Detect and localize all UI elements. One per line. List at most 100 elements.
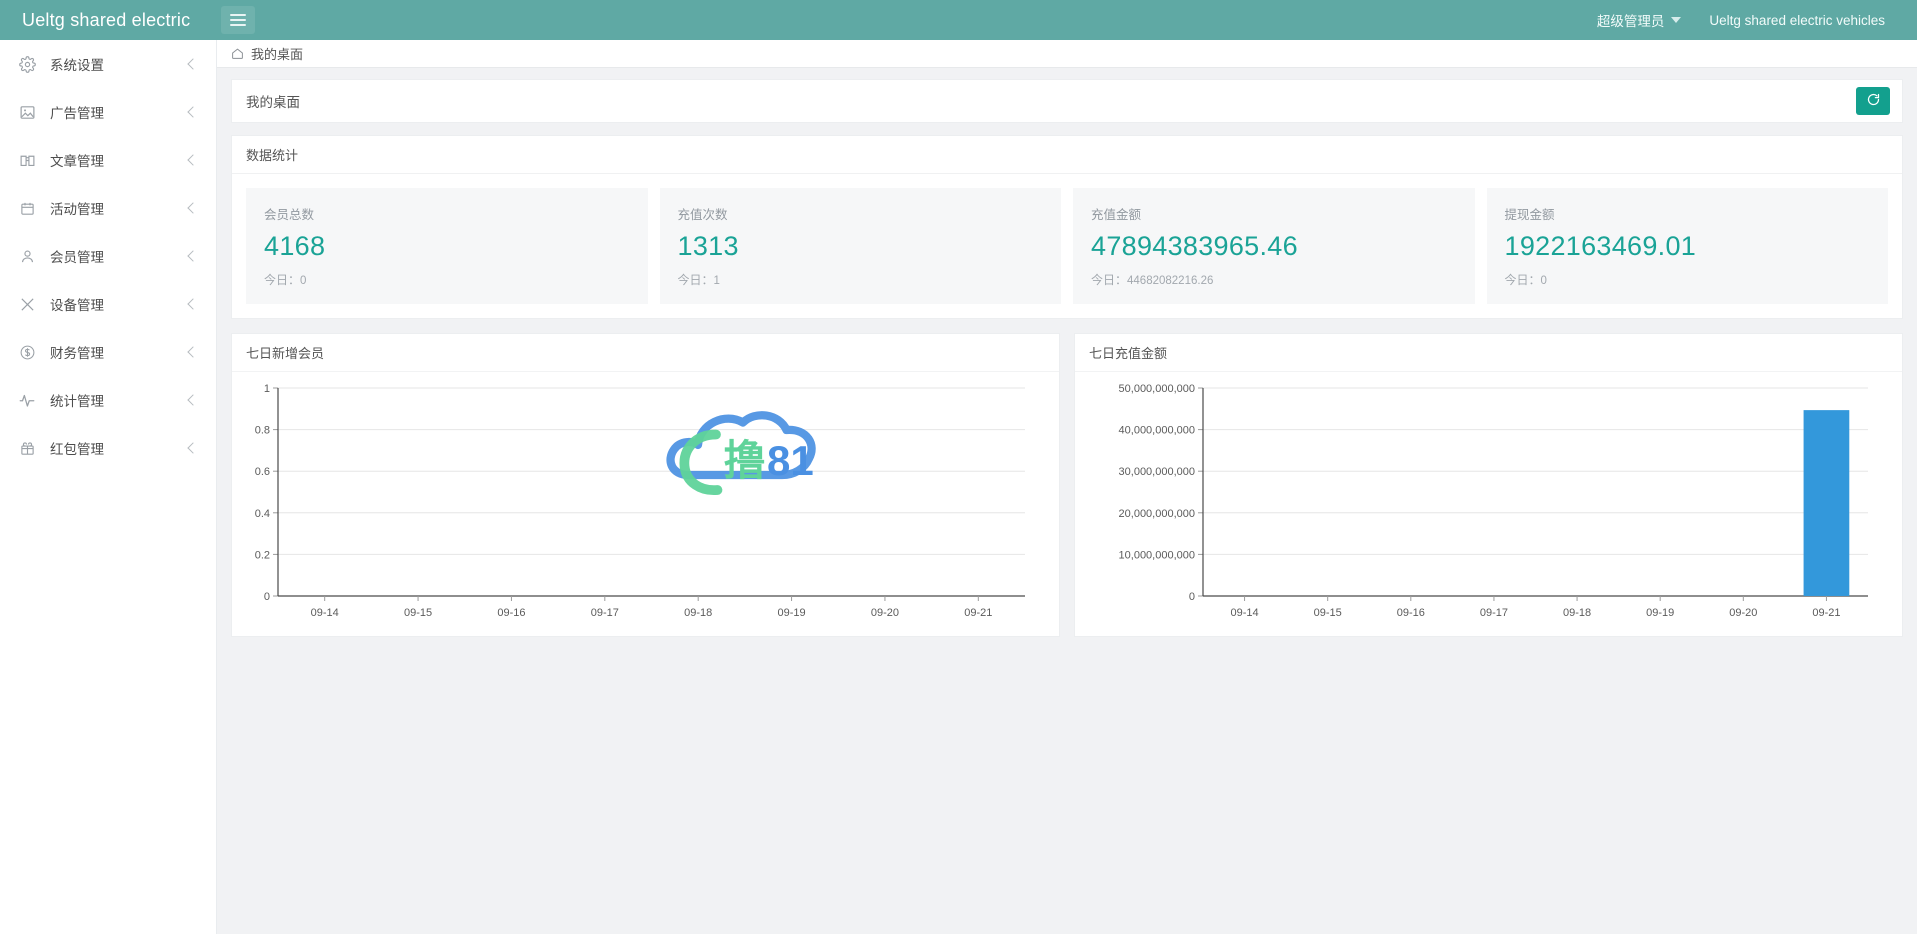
sidebar-item-label: 文章管理 <box>50 154 104 169</box>
svg-text:09-15: 09-15 <box>404 607 432 619</box>
breadcrumb: 我的桌面 <box>217 40 1917 68</box>
stat-value: 1922163469.01 <box>1504 231 1697 261</box>
today-prefix: 今日： <box>1091 273 1128 288</box>
today-prefix: 今日： <box>1504 273 1541 288</box>
svg-text:09-16: 09-16 <box>1397 607 1425 619</box>
sidebar-item-finance-management[interactable]: 财务管理 <box>0 328 216 376</box>
chart-plot-new-members[interactable]: 0 0.2 0.4 0.6 0.8 1 09-14 09-15 09-16 09-17 09-18 0… <box>232 372 1059 636</box>
bar-chart-svg: 0 10,000,000,000 20,000,000,000 30,000,000,… <box>1119 383 1868 619</box>
svg-text:10,000,000,000: 10,000,000,000 <box>1119 549 1195 561</box>
stats-panel-title: 数据统计 <box>232 136 1902 174</box>
chart-card-new-members: 七日新增会员 0 0.2 0.4 0.6 0.8 1 09-14 09-15 09-16 09-1… <box>231 333 1060 638</box>
stats-card-row: 会员总数 4168 今日：0 充值次数 1313 今日：1 充值金额 47894… <box>232 174 1902 318</box>
svg-text:09-17: 09-17 <box>591 607 619 619</box>
chart-title: 七日充值金额 <box>1075 334 1902 373</box>
stats-panel: 数据统计 会员总数 4168 今日：0 充值次数 1313 今日：1 充值金额 … <box>231 135 1903 320</box>
svg-text:09-19: 09-19 <box>777 607 805 619</box>
stat-label: 充值次数 <box>677 208 728 222</box>
sidebar-item-system-settings[interactable]: 系统设置 <box>0 40 216 88</box>
calendar-icon <box>16 197 38 219</box>
sidebar-item-label: 活动管理 <box>50 202 104 217</box>
refresh-icon <box>1866 92 1881 110</box>
svg-text:09-18: 09-18 <box>1563 607 1591 619</box>
main-content: 我的桌面 我的桌面 数据统计 会员总数 4168 今日：0 充值次数 1313 <box>217 40 1917 934</box>
svg-text:20,000,000,000: 20,000,000,000 <box>1119 508 1195 520</box>
sidebar-item-device-management[interactable]: 设备管理 <box>0 280 216 328</box>
stat-card-withdraw-amount: 提现金额 1922163469.01 今日：0 <box>1486 188 1888 305</box>
svg-text:09-20: 09-20 <box>1729 607 1757 619</box>
page-title: 我的桌面 <box>246 95 300 110</box>
home-icon <box>231 47 244 60</box>
sidebar-item-statistics-management[interactable]: 统计管理 <box>0 376 216 424</box>
stat-value: 4168 <box>264 231 326 261</box>
svg-text:09-14: 09-14 <box>1230 607 1258 619</box>
user-menu-label: 超级管理员 <box>1596 14 1665 29</box>
svg-text:40,000,000,000: 40,000,000,000 <box>1119 425 1195 437</box>
image-icon <box>16 101 38 123</box>
stat-value: 1313 <box>677 231 739 261</box>
stat-today: 今日：44682082216.26 <box>1091 271 1457 288</box>
chevron-left-icon <box>186 202 198 214</box>
hamburger-line <box>230 14 246 16</box>
svg-text:09-16: 09-16 <box>497 607 525 619</box>
today-value: 0 <box>300 275 307 288</box>
stat-label: 提现金额 <box>1504 208 1555 222</box>
sidebar-item-label: 系统设置 <box>50 58 104 73</box>
top-header-right: 超级管理员 Ueltg shared electric vehicles <box>1583 0 1917 40</box>
sidebar-item-member-management[interactable]: 会员管理 <box>0 232 216 280</box>
sidebar-item-label: 设备管理 <box>50 298 104 313</box>
chevron-left-icon <box>186 442 198 454</box>
chevron-left-icon <box>186 154 198 166</box>
today-value: 44682082216.26 <box>1127 275 1214 288</box>
hamburger-line <box>230 19 246 21</box>
svg-text:50,000,000,000: 50,000,000,000 <box>1119 383 1195 395</box>
sidebar-nav: 系统设置 广告管理 文章管理 活动 <box>0 40 217 934</box>
stat-today: 今日：0 <box>264 271 630 288</box>
chevron-left-icon <box>186 58 198 70</box>
sidebar-item-label: 财务管理 <box>50 346 104 361</box>
chevron-left-icon <box>186 250 198 262</box>
user-icon <box>16 245 38 267</box>
chart-card-recharge-amount: 七日充值金额 0 10,000,000,000 20,000,000,000 30,0… <box>1074 333 1903 638</box>
chart-title: 七日新增会员 <box>232 334 1059 373</box>
site-name-label: Ueltg shared electric vehicles <box>1709 12 1885 28</box>
dollar-circle-icon <box>16 341 38 363</box>
sidebar-item-article-management[interactable]: 文章管理 <box>0 136 216 184</box>
svg-text:0.6: 0.6 <box>255 466 270 478</box>
svg-text:0: 0 <box>1189 591 1195 603</box>
sidebar-item-label: 统计管理 <box>50 394 104 409</box>
pulse-icon <box>16 389 38 411</box>
chevron-left-icon <box>186 394 198 406</box>
svg-text:09-17: 09-17 <box>1480 607 1508 619</box>
app-brand-title: Ueltg shared electric <box>22 9 191 30</box>
device-icon <box>16 293 38 315</box>
stat-label: 会员总数 <box>264 208 315 222</box>
today-prefix: 今日： <box>264 273 301 288</box>
sidebar-item-activity-management[interactable]: 活动管理 <box>0 184 216 232</box>
chevron-left-icon <box>186 106 198 118</box>
chevron-left-icon <box>186 298 198 310</box>
hamburger-line <box>230 24 246 26</box>
sidebar-item-redpacket-management[interactable]: 红包管理 <box>0 424 216 472</box>
hamburger-icon[interactable] <box>221 6 255 34</box>
page-header: 我的桌面 <box>231 79 1903 123</box>
svg-text:0.8: 0.8 <box>255 425 270 437</box>
top-header-bar: Ueltg shared electric 超级管理员 Ueltg shared… <box>0 0 1917 40</box>
user-menu[interactable]: 超级管理员 <box>1583 0 1696 40</box>
svg-text:30,000,000,000: 30,000,000,000 <box>1119 466 1195 478</box>
svg-text:1: 1 <box>264 383 270 395</box>
svg-text:09-15: 09-15 <box>1314 607 1342 619</box>
breadcrumb-label: 我的桌面 <box>251 47 304 62</box>
today-prefix: 今日： <box>677 273 714 288</box>
chevron-left-icon <box>186 346 198 358</box>
chart-plot-recharge-amount[interactable]: 0 10,000,000,000 20,000,000,000 30,000,000,… <box>1075 372 1902 636</box>
stat-card-recharge-amount: 充值金额 47894383965.46 今日：44682082216.26 <box>1073 188 1475 305</box>
sidebar-item-label: 广告管理 <box>50 106 104 121</box>
sidebar-item-ad-management[interactable]: 广告管理 <box>0 88 216 136</box>
stat-today: 今日：1 <box>678 271 1044 288</box>
refresh-button[interactable] <box>1856 87 1890 115</box>
svg-text:09-21: 09-21 <box>1812 607 1840 619</box>
charts-row: 七日新增会员 0 0.2 0.4 0.6 0.8 1 09-14 09-15 09-16 09-1… <box>231 333 1903 638</box>
svg-text:09-19: 09-19 <box>1646 607 1674 619</box>
svg-text:0: 0 <box>264 591 270 603</box>
